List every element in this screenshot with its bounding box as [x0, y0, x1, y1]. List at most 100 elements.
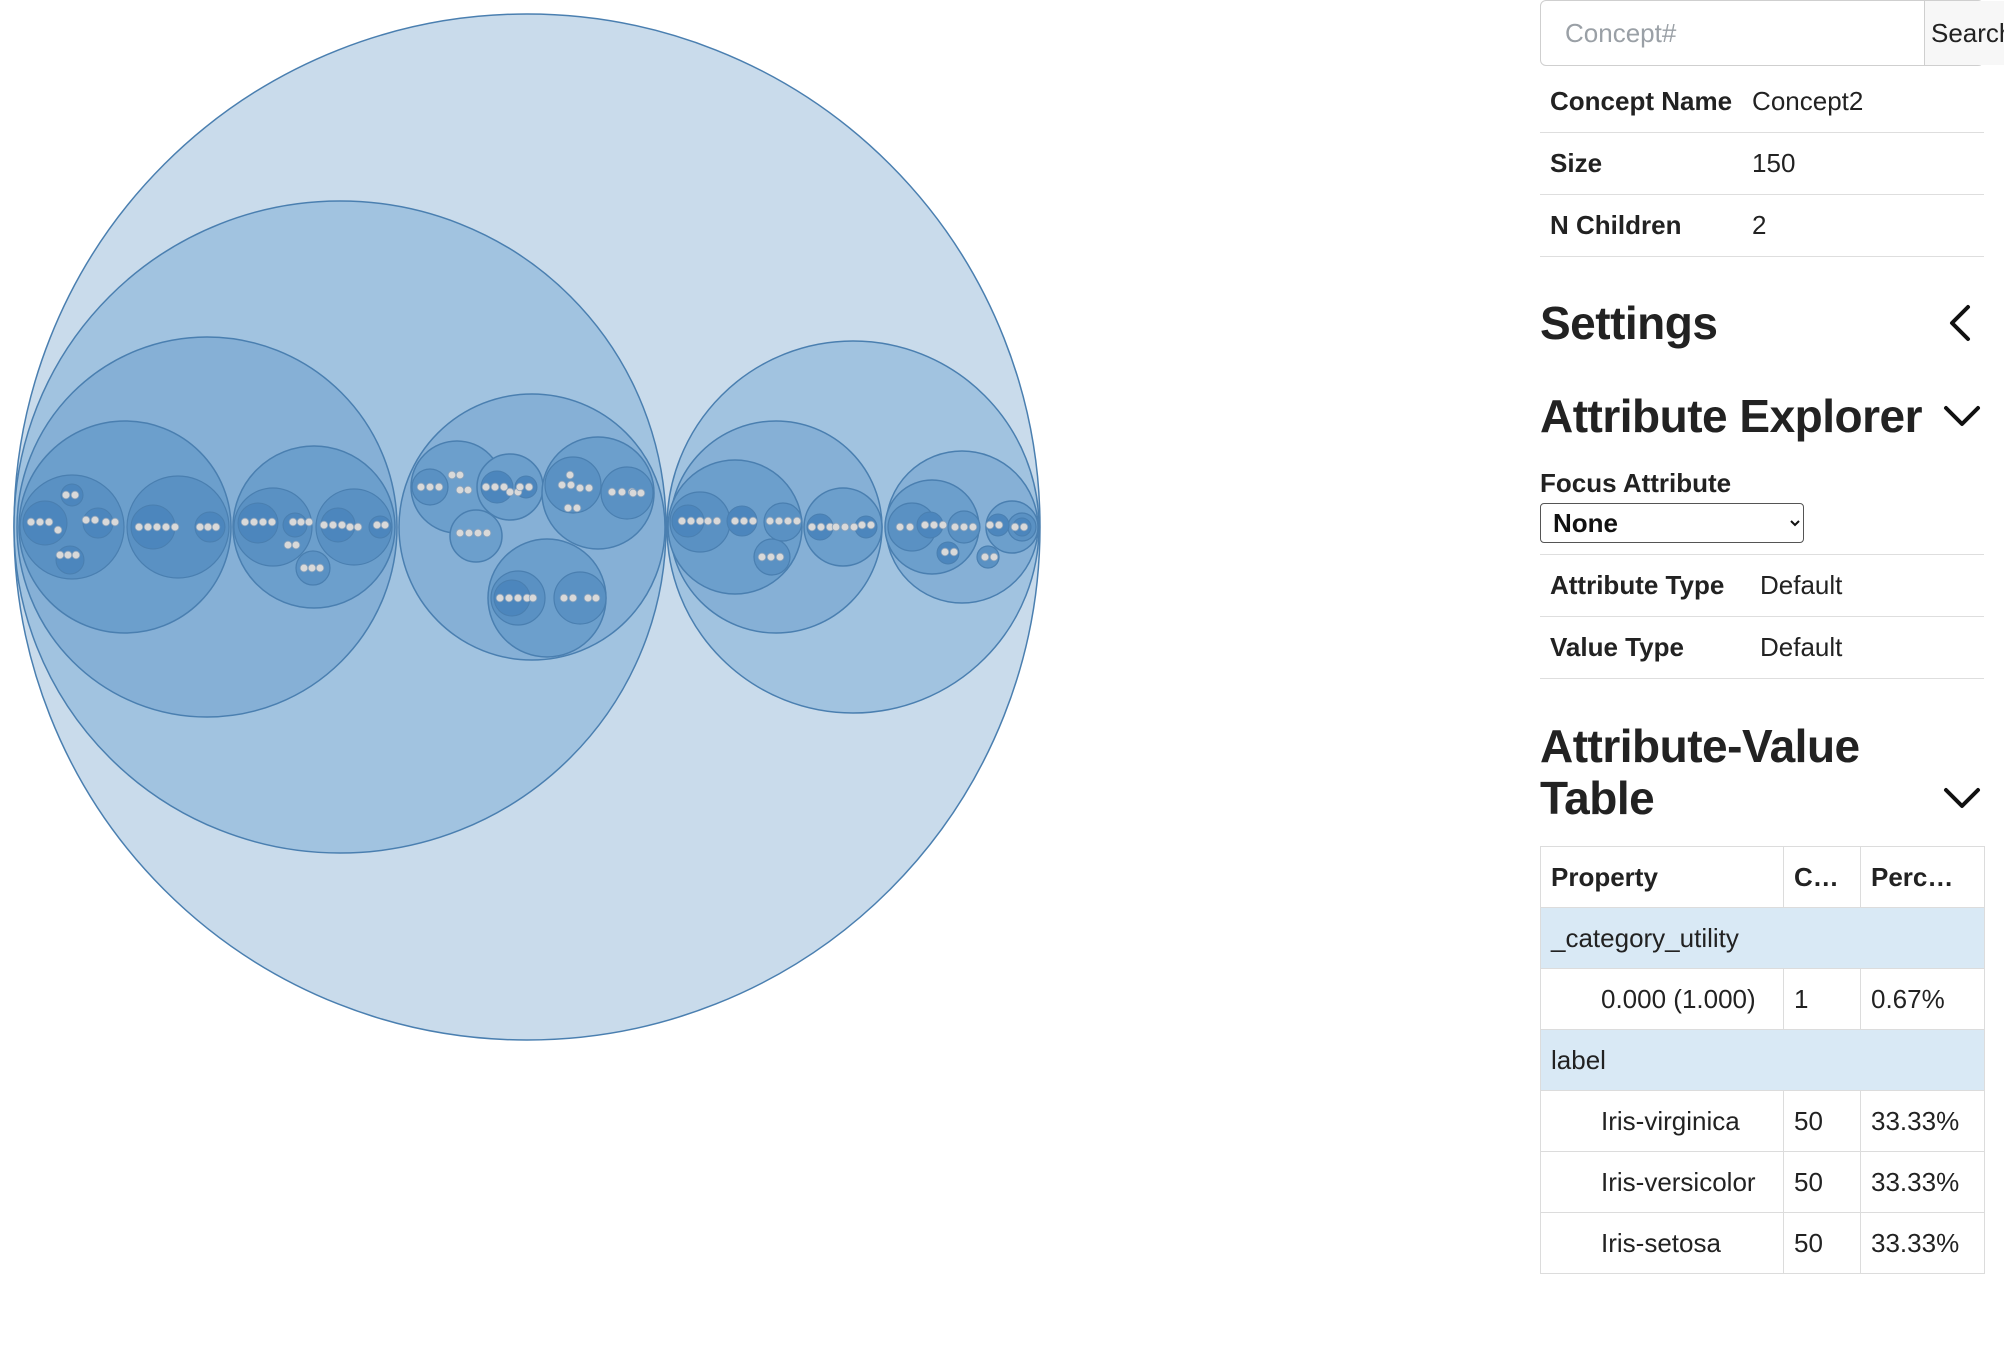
leaf-node[interactable]	[515, 482, 525, 492]
leaf-node[interactable]	[703, 516, 713, 526]
leaf-node[interactable]	[757, 552, 767, 562]
chevron-down-icon[interactable]	[1940, 394, 1984, 438]
leaf-node[interactable]	[143, 522, 153, 532]
leaf-node[interactable]	[686, 516, 696, 526]
leaf-node[interactable]	[307, 563, 317, 573]
leaf-node[interactable]	[380, 520, 390, 530]
leaf-node[interactable]	[929, 520, 939, 530]
leaf-node[interactable]	[288, 517, 298, 527]
leaf-node[interactable]	[617, 487, 627, 497]
leaf-node[interactable]	[482, 528, 492, 538]
leaf-node[interactable]	[71, 550, 81, 560]
leaf-node[interactable]	[989, 552, 999, 562]
leaf-node[interactable]	[857, 520, 867, 530]
leaf-node[interactable]	[61, 490, 71, 500]
concept-circle[interactable]	[553, 571, 607, 625]
leaf-node[interactable]	[170, 522, 180, 532]
leaf-node[interactable]	[299, 563, 309, 573]
leaf-node[interactable]	[504, 593, 514, 603]
leaf-node[interactable]	[816, 522, 826, 532]
leaf-node[interactable]	[695, 516, 705, 526]
leaf-node[interactable]	[304, 517, 314, 527]
leaf-node[interactable]	[434, 482, 444, 492]
leaf-node[interactable]	[895, 522, 905, 532]
column-header-count[interactable]: C…	[1783, 846, 1861, 908]
leaf-node[interactable]	[905, 522, 915, 532]
leaf-node[interactable]	[372, 520, 382, 530]
leaf-node[interactable]	[831, 522, 841, 532]
leaf-node[interactable]	[940, 547, 950, 557]
leaf-node[interactable]	[730, 516, 740, 526]
leaf-node[interactable]	[490, 482, 500, 492]
leaf-node[interactable]	[161, 522, 171, 532]
leaf-node[interactable]	[513, 593, 523, 603]
leaf-node[interactable]	[994, 520, 1004, 530]
leaf-node[interactable]	[315, 563, 325, 573]
leaf-node[interactable]	[575, 483, 585, 493]
table-group-row[interactable]: _category_utility	[1540, 907, 1985, 969]
leaf-node[interactable]	[938, 520, 948, 530]
leaf-node[interactable]	[636, 488, 646, 498]
leaf-node[interactable]	[296, 517, 306, 527]
leaf-node[interactable]	[572, 503, 582, 513]
leaf-node[interactable]	[607, 487, 617, 497]
leaf-node[interactable]	[584, 483, 594, 493]
leaf-node[interactable]	[505, 487, 515, 497]
leaf-node[interactable]	[44, 517, 54, 527]
leaf-node[interactable]	[110, 517, 120, 527]
leaf-node[interactable]	[959, 522, 969, 532]
leaf-node[interactable]	[473, 528, 483, 538]
leaf-node[interactable]	[677, 516, 687, 526]
leaf-node[interactable]	[345, 522, 355, 532]
leaf-node[interactable]	[866, 520, 876, 530]
leaf-node[interactable]	[240, 517, 250, 527]
leaf-node[interactable]	[968, 522, 978, 532]
leaf-node[interactable]	[267, 517, 277, 527]
leaf-node[interactable]	[849, 522, 859, 532]
chevron-down-icon[interactable]	[1940, 776, 1984, 820]
leaf-node[interactable]	[1010, 522, 1020, 532]
leaf-node[interactable]	[70, 490, 80, 500]
concept-circle[interactable]	[55, 545, 85, 575]
leaf-node[interactable]	[463, 485, 473, 495]
leaf-node[interactable]	[152, 522, 162, 532]
leaf-node[interactable]	[464, 528, 474, 538]
leaf-node[interactable]	[840, 522, 850, 532]
leaf-node[interactable]	[101, 517, 111, 527]
column-header-property[interactable]: Property	[1540, 846, 1784, 908]
concept-circle[interactable]	[232, 445, 396, 609]
leaf-node[interactable]	[481, 482, 491, 492]
leaf-node[interactable]	[712, 516, 722, 526]
settings-header[interactable]: Settings	[1540, 297, 1984, 349]
leaf-node[interactable]	[249, 517, 259, 527]
leaf-node[interactable]	[55, 550, 65, 560]
leaf-node[interactable]	[783, 516, 793, 526]
attribute-explorer-header[interactable]: Attribute Explorer	[1540, 390, 1984, 442]
leaf-node[interactable]	[195, 522, 205, 532]
leaf-node[interactable]	[628, 488, 638, 498]
leaf-node[interactable]	[319, 520, 329, 530]
leaf-node[interactable]	[1019, 522, 1029, 532]
leaf-node[interactable]	[748, 516, 758, 526]
leaf-node[interactable]	[328, 520, 338, 530]
leaf-node[interactable]	[775, 552, 785, 562]
leaf-node[interactable]	[563, 503, 573, 513]
leaf-node[interactable]	[63, 550, 73, 560]
leaf-node[interactable]	[739, 516, 749, 526]
leaf-node[interactable]	[90, 515, 100, 525]
attribute-value-table-header[interactable]: Attribute-Value Table	[1540, 720, 1984, 824]
leaf-node[interactable]	[591, 593, 601, 603]
leaf-node[interactable]	[455, 528, 465, 538]
leaf-node[interactable]	[203, 522, 213, 532]
chevron-left-icon[interactable]	[1940, 301, 1984, 345]
search-button[interactable]: Search	[1924, 1, 2004, 65]
leaf-node[interactable]	[920, 520, 930, 530]
leaf-node[interactable]	[26, 517, 36, 527]
leaf-node[interactable]	[559, 593, 569, 603]
leaf-node[interactable]	[283, 540, 293, 550]
concept-circle-pack[interactable]	[0, 0, 1540, 1348]
leaf-node[interactable]	[949, 547, 959, 557]
leaf-node[interactable]	[765, 516, 775, 526]
leaf-node[interactable]	[81, 515, 91, 525]
leaf-node[interactable]	[455, 485, 465, 495]
